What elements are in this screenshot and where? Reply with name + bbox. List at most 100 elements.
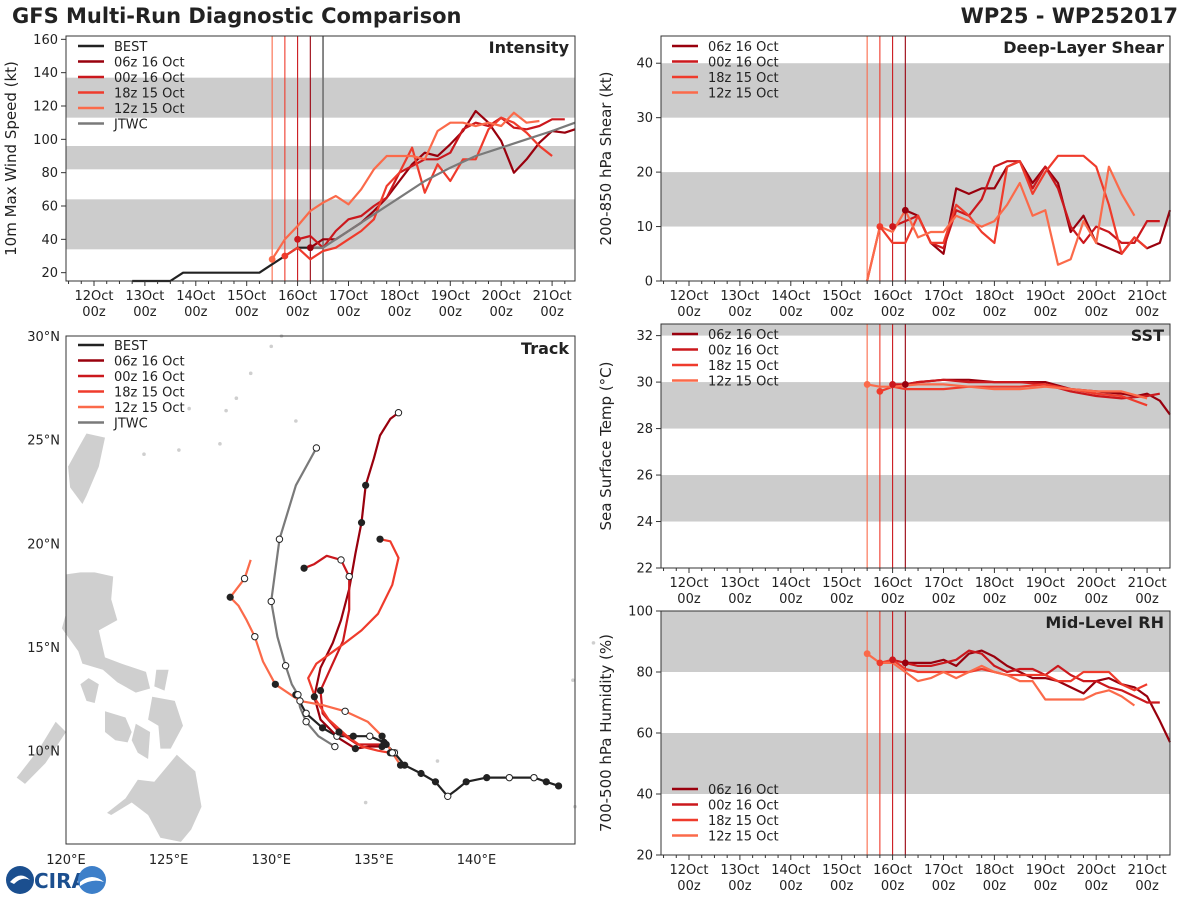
y-tick-label: 26 xyxy=(636,469,653,484)
x-tick-label: 00z xyxy=(830,879,854,894)
track-point-open xyxy=(296,697,304,705)
legend-label: 12z 15 Oct xyxy=(114,102,185,117)
x-tick-label: 12Oct xyxy=(669,576,708,591)
track-point-open xyxy=(444,792,452,801)
track-12z-15-oct xyxy=(229,559,402,766)
track-point-open xyxy=(294,691,302,699)
track-point-filled xyxy=(554,782,563,790)
x-tick-label: 18Oct xyxy=(975,576,1014,591)
x-tick-label: 14Oct xyxy=(176,289,215,304)
x-tick-label: 13Oct xyxy=(125,289,164,304)
series-12z-15-oct xyxy=(866,652,1136,707)
x-tick-label: 19Oct xyxy=(1026,576,1065,591)
x-tick-label: 12Oct xyxy=(74,289,113,304)
track-point-filled xyxy=(271,680,279,688)
y-axis-label: 10m Max Wind Speed (kt) xyxy=(2,61,20,256)
shaded-band xyxy=(661,475,1170,522)
plot-frame xyxy=(660,35,1171,282)
track-point-open xyxy=(240,574,249,583)
legend-label: 06z 16 Oct xyxy=(114,56,185,71)
legend-label: JTWC xyxy=(113,417,148,432)
land-islet xyxy=(435,759,440,763)
x-tick-label: 16Oct xyxy=(873,863,912,878)
legend-label: 00z 16 Oct xyxy=(708,56,779,71)
track-point-filled xyxy=(362,481,370,489)
panel-title: Intensity xyxy=(489,38,570,57)
shaded-band xyxy=(66,77,575,118)
track-point-open xyxy=(505,773,514,782)
plot-frame xyxy=(660,323,1171,569)
globe-icon xyxy=(6,866,34,894)
legend-label: BEST xyxy=(114,339,147,354)
track-point-filled xyxy=(351,745,359,753)
x-tick-label: 00z xyxy=(540,305,564,320)
x-tick-label: 00z xyxy=(1135,879,1159,894)
land-islet xyxy=(218,442,222,446)
init-marker xyxy=(876,659,884,667)
legend-label: 12z 15 Oct xyxy=(114,401,185,416)
y-tick-label: 100 xyxy=(33,133,58,148)
series-18z-15-oct xyxy=(879,383,1148,407)
panel-title: Deep-Layer Shear xyxy=(1003,38,1164,57)
x-tick-label: 18Oct xyxy=(975,289,1014,304)
y-tick-label: 80 xyxy=(636,666,653,681)
x-tick-label: 00z xyxy=(932,592,956,607)
land-taiwan xyxy=(68,433,105,504)
series-12z-15-oct xyxy=(866,165,1136,282)
shaded-band xyxy=(661,733,1170,794)
track-point-open xyxy=(275,535,284,543)
track-point-open xyxy=(312,444,321,452)
x-tick-label: 15Oct xyxy=(822,289,861,304)
y-tick-label: 24 xyxy=(636,515,653,530)
panel-track: 120°E 125°E 130°E 135°E 140°E 10°N 15°N 20°N 25°… xyxy=(16,330,596,868)
x-tick-label: 00z xyxy=(728,592,752,607)
y-tick-label: 60 xyxy=(636,727,653,742)
track-point-open xyxy=(251,632,259,641)
panel-intensity: 2040608010012014016012Oct00z13Oct00z14Oc… xyxy=(2,33,576,320)
x-tick-label: 00z xyxy=(439,305,463,320)
panel-rh: 2040608010012Oct00z13Oct00z14Oct00z15Oct… xyxy=(597,605,1171,894)
x-tick-label: 00z xyxy=(728,879,752,894)
track-point-filled xyxy=(542,778,550,786)
x-tick-label: 18Oct xyxy=(380,289,419,304)
legend-label: 18z 15 Oct xyxy=(708,71,779,86)
legend-label: 12z 15 Oct xyxy=(708,830,779,845)
y-tick-label: 28 xyxy=(636,422,653,437)
track-point-open xyxy=(345,572,353,581)
x-tick-label: 00z xyxy=(1085,879,1109,894)
x-tick-label: 20Oct xyxy=(1077,576,1116,591)
chart-title: GFS Multi-Run Diagnostic Comparison xyxy=(12,4,462,28)
map-frame xyxy=(65,335,576,845)
panel-title: SST xyxy=(1131,326,1164,345)
lon-label: 130°E xyxy=(251,853,291,868)
y-tick-label: 40 xyxy=(636,788,653,803)
init-marker xyxy=(901,381,909,388)
track-point-filled xyxy=(316,686,325,695)
land-islet xyxy=(294,419,298,423)
legend-label: 06z 16 Oct xyxy=(708,40,779,55)
storm-id: WP25 - WP252017 xyxy=(960,4,1178,28)
x-tick-label: 13Oct xyxy=(720,576,759,591)
y-tick-label: 100 xyxy=(628,605,653,620)
panel-title: Mid-Level RH xyxy=(1045,613,1164,632)
track-point-filled xyxy=(357,519,366,527)
x-tick-label: 00z xyxy=(983,592,1007,607)
track-point-filled xyxy=(382,740,390,749)
x-tick-label: 00z xyxy=(728,305,752,320)
series-00z-16-oct xyxy=(892,649,1160,704)
init-marker xyxy=(281,252,289,260)
x-tick-label: 14Oct xyxy=(771,289,810,304)
legend-label: 00z 16 Oct xyxy=(114,370,185,385)
logo-wave-icon xyxy=(80,877,104,886)
y-tick-label: 40 xyxy=(636,57,653,72)
land-islet xyxy=(363,800,368,805)
init-marker xyxy=(889,381,896,388)
panel-shear: 01020304012Oct00z13Oct00z14Oct00z15Oct00… xyxy=(597,35,1172,320)
land-mindoro xyxy=(80,678,99,703)
x-tick-label: 17Oct xyxy=(924,289,963,304)
legend-label: 06z 16 Oct xyxy=(708,783,779,798)
x-tick-label: 16Oct xyxy=(873,289,912,304)
track-point-filled xyxy=(483,774,491,782)
land-cebu xyxy=(131,723,151,759)
x-tick-label: 00z xyxy=(881,879,905,894)
